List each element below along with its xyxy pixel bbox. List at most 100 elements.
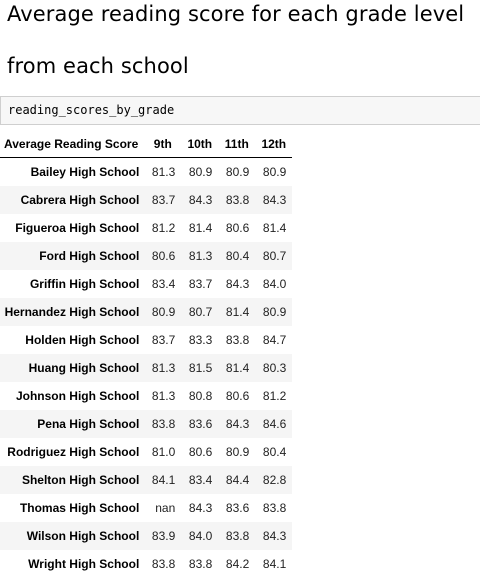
school-name: Rodriguez High School bbox=[7, 445, 140, 459]
table-row: Bailey High School 81.3 80.9 80.9 80.9 bbox=[0, 158, 292, 187]
score-cell-10th: 81.5 bbox=[188, 361, 213, 375]
score-cell-9th: 81.2 bbox=[151, 221, 176, 235]
school-name: Griffin High School bbox=[29, 277, 140, 291]
score-cell-10th: 80.7 bbox=[188, 305, 213, 319]
score-cell-9th: 84.1 bbox=[151, 473, 176, 487]
score-cell-11th: 80.9 bbox=[225, 445, 250, 459]
score-cell-12th: 80.3 bbox=[262, 361, 287, 375]
code-cell-text: reading_scores_by_grade bbox=[8, 103, 175, 117]
score-cell-9th: 80.9 bbox=[151, 305, 176, 319]
score-cell-11th: 84.2 bbox=[225, 557, 250, 571]
column-header-11th: 11th bbox=[218, 130, 256, 158]
score-cell-12th: 80.9 bbox=[262, 305, 287, 319]
school-name: Holden High School bbox=[25, 333, 140, 347]
score-cell-12th: 81.4 bbox=[262, 221, 287, 235]
school-name: Thomas High School bbox=[19, 501, 140, 515]
score-cell-10th: 80.9 bbox=[188, 165, 213, 179]
section-heading-line-1: Average reading score for each grade lev… bbox=[7, 2, 465, 26]
score-cell-11th: 80.6 bbox=[225, 389, 250, 403]
score-cell-9th: 80.6 bbox=[151, 249, 176, 263]
score-cell-12th: 84.1 bbox=[262, 557, 287, 571]
score-cell-9th: 83.4 bbox=[151, 277, 176, 291]
table-row: Hernandez High School 80.9 80.7 81.4 80.9 bbox=[0, 298, 293, 326]
score-cell-10th: 83.7 bbox=[188, 277, 213, 291]
school-name: Shelton High School bbox=[21, 473, 140, 487]
table-row: Holden High School 83.7 83.3 83.8 84.7 bbox=[0, 326, 292, 354]
score-cell-12th: 84.0 bbox=[262, 277, 287, 291]
score-cell-12th: 84.6 bbox=[262, 417, 287, 431]
table-row: Ford High School 80.6 81.3 80.4 80.7 bbox=[0, 242, 293, 270]
score-cell-9th: 83.8 bbox=[151, 557, 176, 571]
score-cell-11th: 80.6 bbox=[225, 221, 250, 235]
score-cell-12th: 82.8 bbox=[262, 473, 287, 487]
table-row: Rodriguez High School 81.0 80.6 80.9 80.4 bbox=[0, 438, 292, 466]
school-name: Cabrera High School bbox=[20, 193, 140, 207]
reading-scores-table: Average Reading Score 9th 10th 11th 12th… bbox=[0, 130, 293, 579]
table-row: Griffin High School 83.4 83.7 84.3 84.0 bbox=[0, 270, 292, 298]
score-cell-10th: 81.3 bbox=[188, 249, 213, 263]
score-cell-9th: 83.7 bbox=[151, 333, 176, 347]
score-cell-11th: 84.3 bbox=[225, 277, 250, 291]
score-cell-11th: 83.8 bbox=[225, 529, 250, 543]
score-cell-10th: 83.3 bbox=[188, 333, 213, 347]
code-cell[interactable]: reading_scores_by_grade bbox=[0, 96, 480, 125]
school-name: Ford High School bbox=[39, 249, 140, 263]
table-row: Cabrera High School 83.7 84.3 83.8 84.3 bbox=[0, 186, 293, 214]
table-row: Huang High School 81.3 81.5 81.4 80.3 bbox=[0, 354, 293, 382]
score-cell-9th: 83.7 bbox=[151, 193, 176, 207]
table-row: Wright High School 83.8 83.8 84.2 84.1 bbox=[0, 550, 292, 578]
score-cell-9th: 81.3 bbox=[151, 389, 176, 403]
score-cell-10th: 80.8 bbox=[188, 389, 213, 403]
school-name: Wilson High School bbox=[26, 529, 140, 543]
score-cell-11th: 84.4 bbox=[225, 473, 250, 487]
score-cell-11th: 83.8 bbox=[225, 193, 250, 207]
school-name: Pena High School bbox=[37, 417, 140, 431]
school-name: Huang High School bbox=[28, 361, 140, 375]
score-cell-9th: 81.3 bbox=[151, 165, 176, 179]
school-name: Johnson High School bbox=[15, 389, 140, 403]
table-row: Johnson High School 81.3 80.8 80.6 81.2 bbox=[0, 382, 292, 410]
score-cell-11th: 83.6 bbox=[225, 501, 250, 515]
score-cell-10th: 84.0 bbox=[188, 529, 213, 543]
score-cell-12th: 84.3 bbox=[262, 529, 287, 543]
table-row: Shelton High School 84.1 83.4 84.4 82.8 bbox=[0, 466, 293, 494]
score-cell-12th: 84.7 bbox=[262, 333, 287, 347]
score-cell-12th: 84.3 bbox=[262, 193, 287, 207]
column-header-9th: 9th bbox=[144, 130, 182, 158]
index-header: Average Reading Score bbox=[0, 130, 145, 158]
table-row: Thomas High School nan 84.3 83.6 83.8 bbox=[0, 494, 292, 522]
score-cell-11th: 84.3 bbox=[225, 417, 250, 431]
table-row: Pena High School 83.8 83.6 84.3 84.6 bbox=[0, 410, 293, 438]
score-cell-10th: 81.4 bbox=[188, 221, 213, 235]
column-header-10th: 10th bbox=[181, 130, 219, 158]
score-cell-10th: 83.4 bbox=[188, 473, 213, 487]
score-cell-9th: 83.8 bbox=[151, 417, 176, 431]
score-cell-10th: 84.3 bbox=[188, 193, 213, 207]
score-cell-10th: 83.8 bbox=[188, 557, 213, 571]
score-cell-10th: 83.6 bbox=[188, 417, 213, 431]
school-name: Figueroa High School bbox=[15, 221, 140, 235]
score-cell-10th: 84.3 bbox=[188, 501, 213, 515]
score-cell-10th: 80.6 bbox=[188, 445, 213, 459]
score-cell-11th: 80.4 bbox=[225, 249, 250, 263]
school-name: Hernandez High School bbox=[4, 305, 140, 319]
school-name: Wright High School bbox=[28, 557, 140, 571]
section-heading-line-2: from each school bbox=[7, 54, 189, 78]
score-cell-11th: 81.4 bbox=[225, 361, 250, 375]
score-cell-9th: nan bbox=[155, 501, 176, 515]
score-cell-12th: 80.9 bbox=[262, 165, 287, 179]
column-header-12th: 12th bbox=[255, 130, 293, 158]
table-row: Wilson High School 83.9 84.0 83.8 84.3 bbox=[0, 522, 293, 550]
score-cell-11th: 80.9 bbox=[225, 165, 250, 179]
score-cell-12th: 81.2 bbox=[262, 389, 287, 403]
score-cell-9th: 81.3 bbox=[151, 361, 176, 375]
school-name: Bailey High School bbox=[30, 165, 140, 179]
table-row: Figueroa High School 81.2 81.4 80.6 81.4 bbox=[0, 214, 292, 242]
table-header-row: Average Reading Score 9th 10th 11th 12th bbox=[0, 130, 293, 158]
score-cell-9th: 83.9 bbox=[151, 529, 176, 543]
score-cell-12th: 83.8 bbox=[262, 501, 287, 515]
score-cell-11th: 83.8 bbox=[225, 333, 250, 347]
table-body: Bailey High School 81.3 80.9 80.9 80.9 Cabrer… bbox=[0, 158, 293, 579]
score-cell-12th: 80.4 bbox=[262, 445, 287, 459]
score-cell-9th: 81.0 bbox=[151, 445, 176, 459]
